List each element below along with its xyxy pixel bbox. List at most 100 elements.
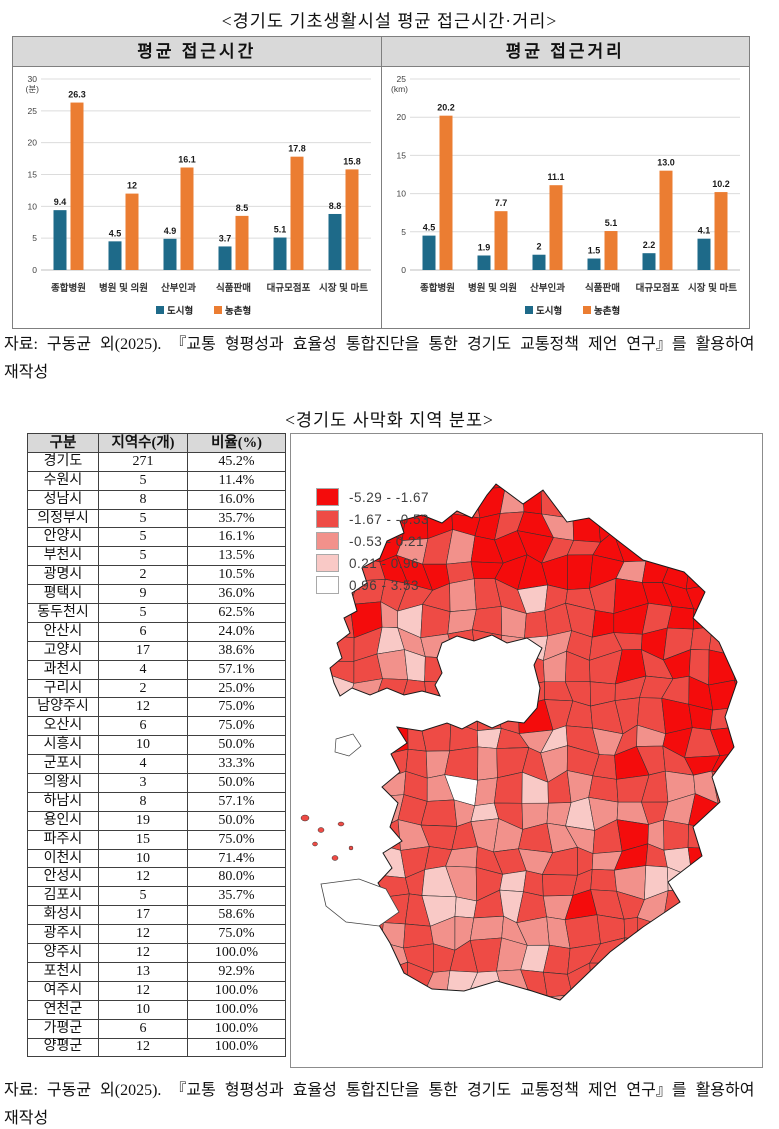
legend-label: 농촌형 [594,305,620,317]
table-row: 평택시 9 36.0% [27,584,286,605]
table-row: 용인시 19 50.0% [27,810,286,831]
table-cell: 과천시 [27,659,99,680]
table-cell: 5 [98,508,188,529]
district-cell [687,989,721,1000]
district-cell [759,796,762,826]
table-cell: 10 [98,848,188,869]
district-cell [330,772,353,800]
table-row: 성남시 8 16.0% [27,489,286,510]
table-cell: 용인시 [27,810,99,831]
province-outline [329,483,738,1001]
district-cell [760,685,762,709]
table-cell: 여주시 [27,980,99,1001]
bar-value-label: 8.5 [236,203,249,213]
table-cell: 2 [98,678,188,699]
bar-value-label: 12 [127,181,137,191]
table-cell: 고양시 [27,640,99,661]
table-cell: 12 [98,867,188,888]
table-header-row: 구분 지역수(개) 비율(%) [27,433,286,453]
district-cell [667,606,695,630]
bar-도시형 [328,213,342,270]
district-cell [685,1045,717,1058]
category-label: 병원 및 의원 [468,282,517,294]
district-cell [716,824,737,849]
district-cell [738,892,762,915]
source-note-2-line2: 재작성 [4,1110,49,1127]
district-cell [613,1034,648,1067]
access-time-chart-area: 0 5 10 15 20 25 30 (분) 종합병원 9.4 26.3 병원 및 의원 4.5 12 산부… [13,67,381,334]
district-cell [643,509,673,537]
district-cell [616,987,643,1000]
district-cell [571,1014,593,1046]
map-legend-swatch [316,510,339,528]
table-cell: 50.0% [187,773,286,793]
district-cell [665,529,690,564]
table-cell: 50.0% [187,735,286,756]
district-cell [374,1013,403,1042]
bar-value-label: 3.7 [219,233,232,243]
table-cell: 58.6% [187,905,286,926]
district-cell [732,776,737,802]
district-cell [373,988,408,1000]
category-label: 시장 및 마트 [688,282,737,294]
table-cell: 양주시 [27,943,99,963]
table-row: 오산시 6 75.0% [27,716,286,737]
district-cell [473,651,501,683]
district-cell [685,485,714,515]
district-cell [663,819,689,851]
district-cell [523,1014,544,1046]
table-row: 이천시 10 71.4% [27,848,286,869]
district-cell [450,681,479,710]
y-tick-label: 15 [396,150,406,160]
map-legend-swatch [316,488,339,506]
table-cell: 35.7% [187,508,286,529]
district-cell [684,529,715,564]
district-cell [758,891,762,926]
region-table-head: 구분 지역수(개) 비율(%) [27,433,286,453]
district-cell [714,913,737,947]
district-cell [330,937,336,975]
district-cell [473,484,506,491]
district-cell [306,702,330,731]
bar-value-label: 16.1 [178,154,196,164]
district-cell [742,462,762,493]
bar-value-label: 26.3 [68,90,86,100]
table-cell: 15 [98,829,188,850]
district-cell [665,1010,693,1046]
district-cell [521,484,549,492]
district-cell [711,1041,743,1058]
table-cell: 파주시 [27,829,99,850]
district-cell [420,700,452,724]
bar-도시형 [587,258,600,270]
table-row: 가평군 6 100.0% [27,1018,286,1039]
district-cell [378,1034,401,1067]
table-cell: 의왕시 [27,773,99,793]
district-cell [301,650,329,675]
table-cell: 100.0% [187,980,286,1001]
district-cell [665,940,692,974]
district-cell [717,942,737,972]
table-cell: 12 [98,1037,188,1058]
district-cell [758,602,762,633]
district-cell [738,508,762,539]
table-cell: 92.9% [187,961,286,982]
district-cell [453,1037,479,1063]
table-cell: 57.1% [187,791,286,812]
district-cell [425,987,457,1000]
district-cell [349,780,384,797]
district-cell [501,988,529,1000]
district-cell [469,989,504,1000]
district-cell [734,1016,762,1042]
district-cell [445,989,481,1000]
district-cell [758,992,762,1016]
bar-도시형 [642,253,655,270]
district-cell [642,971,674,993]
district-cell [710,706,737,731]
table-cell: 오산시 [27,716,99,737]
y-tick-label: 0 [401,265,406,275]
district-cell [638,484,670,490]
district-cell [476,1015,502,1041]
table-cell: 8 [98,489,188,510]
district-cell [330,990,356,1000]
district-cell [589,1014,619,1046]
